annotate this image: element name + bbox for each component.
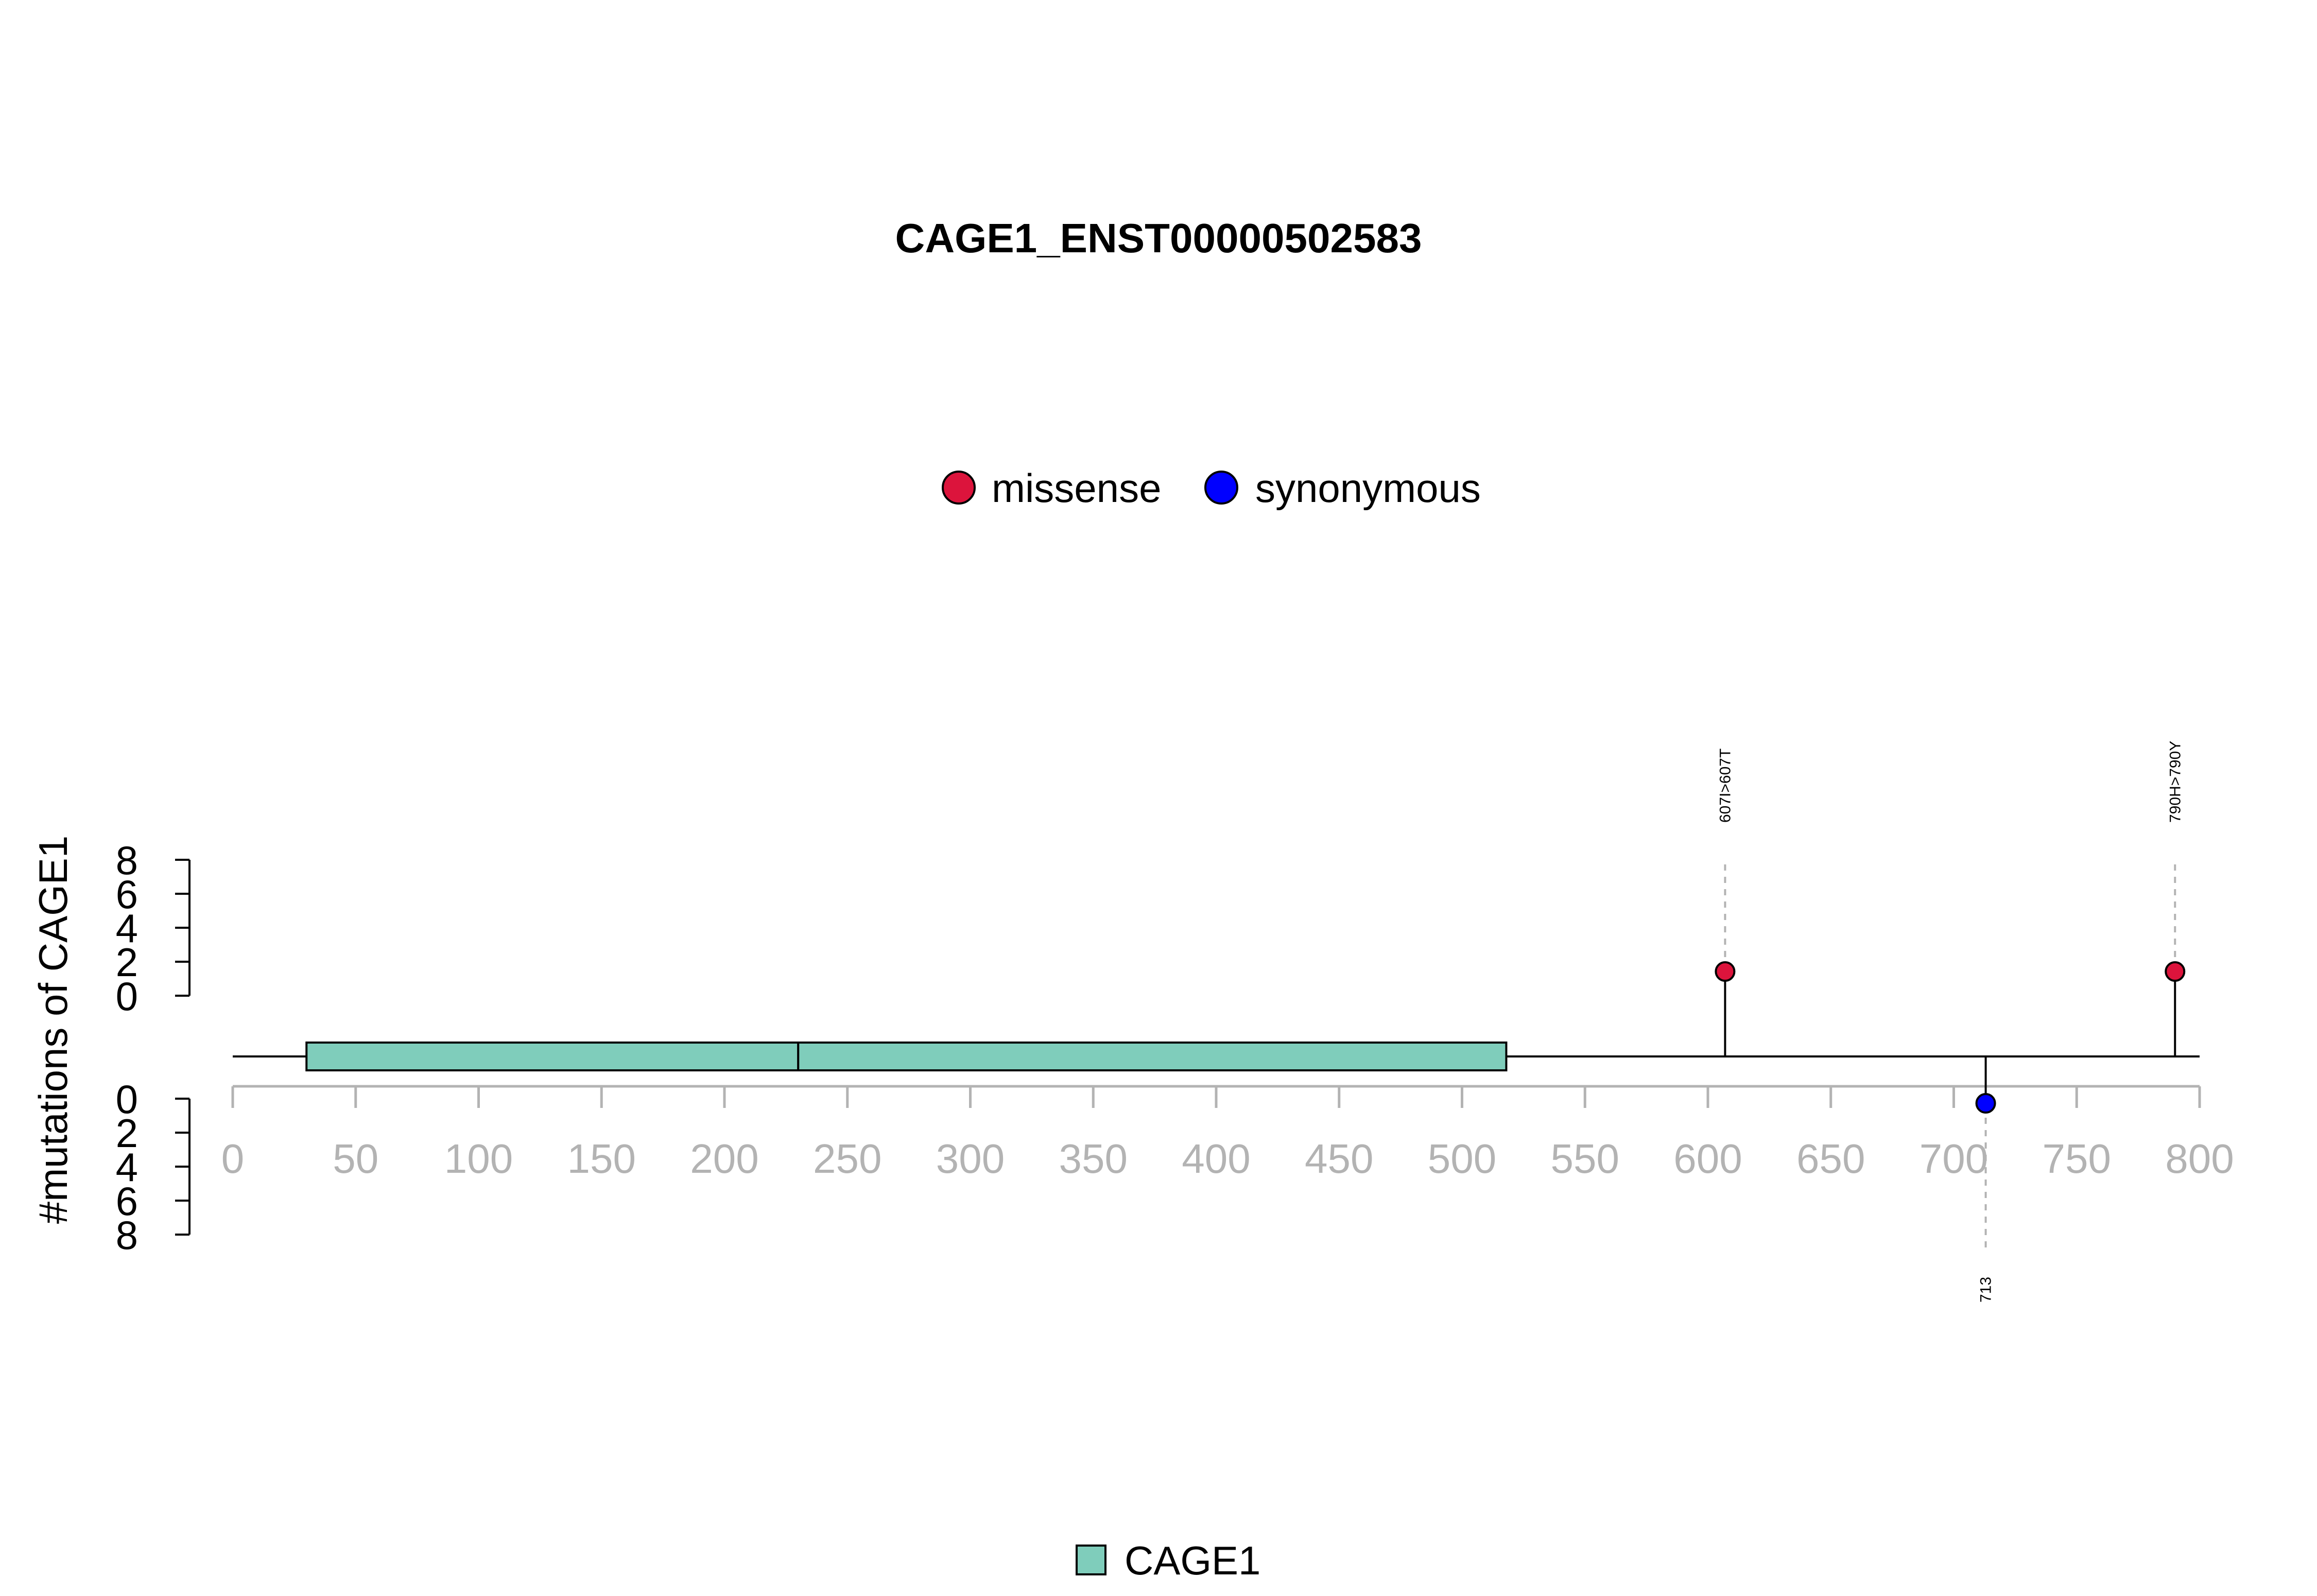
lower-y-tick-label: 8 [116, 1212, 138, 1258]
lower-y-tick-label: 6 [116, 1178, 138, 1224]
legend-marker-missense [942, 471, 976, 505]
domain-cage1-1 [305, 1042, 800, 1071]
lower-y-tick-label: 0 [116, 1077, 138, 1122]
x-tick-label: 700 [1920, 1136, 1988, 1182]
x-tick-label: 450 [1305, 1136, 1373, 1182]
chart-title: CAGE1_ENST00000502583 [895, 215, 1422, 261]
x-tick-label: 150 [567, 1136, 636, 1182]
legend-label-cage1: CAGE1 [1125, 1538, 1260, 1583]
mutation-lollipops: 607I>607T 790H>790Y 713 [1715, 741, 2186, 1303]
mutation-type-legend: missense synonymous [942, 465, 1481, 511]
upper-y-tick-label: 6 [116, 872, 138, 917]
mutation-label: 790H>790Y [2167, 741, 2184, 823]
upper-y-tick-label: 2 [116, 940, 138, 985]
legend-label-missense: missense [992, 465, 1161, 511]
upper-y-tick-label: 4 [116, 906, 138, 951]
x-tick-label: 600 [1673, 1136, 1742, 1182]
x-tick-label: 300 [936, 1136, 1005, 1182]
x-tick-label: 650 [1796, 1136, 1865, 1182]
y-axis-label: #mutations of CAGE1 [30, 836, 76, 1224]
domain-group [305, 1042, 1508, 1071]
domain-legend: CAGE1 [1076, 1538, 1260, 1583]
legend-swatch-cage1 [1076, 1545, 1106, 1575]
x-tick-label: 0 [221, 1136, 245, 1182]
x-tick-label: 250 [813, 1136, 881, 1182]
x-tick-label: 550 [1551, 1136, 1619, 1182]
upper-y-tick-label: 0 [116, 974, 138, 1019]
domain-cage1-2 [797, 1042, 1508, 1071]
x-tick-label: 400 [1182, 1136, 1250, 1182]
legend-marker-synonymous [1204, 471, 1238, 505]
lollipop-head-missense [1715, 961, 1736, 982]
x-tick-label: 750 [2043, 1136, 2111, 1182]
lollipop-head-synonymous [1975, 1093, 1996, 1114]
x-tick-label: 350 [1059, 1136, 1128, 1182]
x-axis: 0 50 100 150 200 250 300 350 400 450 500 550 600 650 7… [221, 1085, 2234, 1182]
mutation-label: 607I>607T [1717, 749, 1734, 823]
x-tick-label: 100 [444, 1136, 513, 1182]
x-tick-label: 50 [333, 1136, 378, 1182]
x-tick-label: 500 [1428, 1136, 1496, 1182]
x-tick-label: 200 [690, 1136, 758, 1182]
lollipop-head-missense [2165, 961, 2186, 982]
mutation-label: 713 [1978, 1277, 1995, 1303]
lower-y-tick-label: 2 [116, 1111, 138, 1156]
x-tick-label: 800 [2165, 1136, 2234, 1182]
lower-y-tick-label: 4 [116, 1144, 138, 1190]
upper-y-tick-label: 8 [116, 838, 138, 883]
legend-label-synonymous: synonymous [1255, 465, 1481, 511]
